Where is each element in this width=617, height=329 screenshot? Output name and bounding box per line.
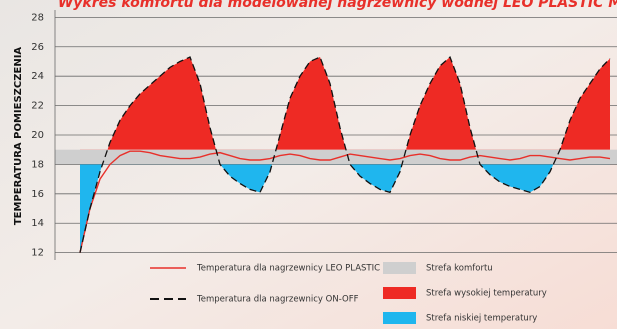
y-tick-label: 22 — [31, 101, 44, 112]
y-tick-label: 24 — [31, 71, 44, 82]
legend-label: Strefa wysokiej temperatury — [426, 289, 547, 299]
y-tick-label: 14 — [31, 218, 44, 229]
y-tick-label: 12 — [31, 248, 44, 259]
y-tick-label: 26 — [31, 42, 44, 53]
y-tick-label: 18 — [31, 159, 44, 170]
legend-swatch — [383, 312, 416, 324]
y-axis-label: TEMPERATURA POMIESZCZENIA — [13, 47, 24, 226]
chart: Wykres komfortu dla modelowanej nagrzewn… — [0, 0, 617, 329]
comfort-band — [55, 150, 617, 165]
page: Wykres komfortu dla modelowanej nagrzewn… — [0, 0, 617, 329]
y-tick-label: 20 — [31, 130, 44, 141]
chart-title: Wykres komfortu dla modelowanej nagrzewn… — [58, 0, 617, 11]
legend-swatch — [383, 262, 416, 274]
y-tick-label: 16 — [31, 189, 44, 200]
y-tick-label: 28 — [31, 12, 44, 23]
legend-swatch — [383, 287, 416, 299]
legend-label: Temperatura dla nagrzewnicy LEO PLASTIC … — [196, 264, 390, 274]
legend-label: Temperatura dla nagrzewnicy ON-OFF — [196, 295, 359, 305]
legend-label: Strefa komfortu — [426, 264, 493, 274]
legend-label: Strefa niskiej temperatury — [426, 314, 537, 324]
